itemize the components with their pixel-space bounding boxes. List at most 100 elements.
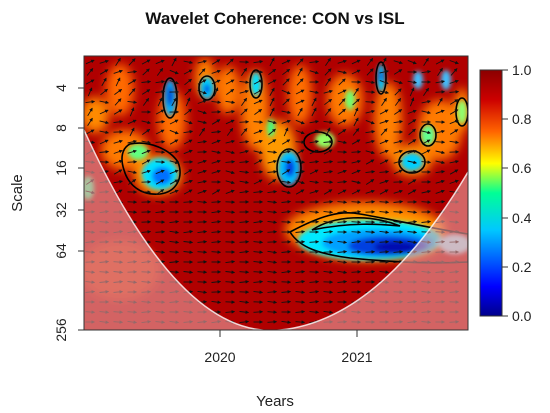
phase-arrow (225, 119, 235, 125)
phase-arrow (449, 90, 460, 94)
phase-arrow (169, 250, 180, 254)
phase-arrow (239, 220, 250, 224)
y-tick-label: 32 (53, 202, 69, 218)
phase-arrow (435, 59, 445, 65)
y-axis: 4 8 16 32 64 256 Scale (9, 84, 85, 342)
phase-arrow (253, 260, 264, 264)
phase-arrow (155, 140, 166, 144)
phase-arrow (197, 290, 208, 294)
phase-arrow (211, 59, 221, 65)
phase-arrow (127, 100, 138, 104)
phase-arrow (253, 129, 263, 135)
phase-arrow (199, 127, 205, 136)
phase-arrow (337, 280, 348, 284)
phase-arrow (115, 57, 121, 67)
phase-arrow (267, 290, 278, 294)
phase-arrow (211, 189, 221, 195)
phase-arrow (393, 189, 403, 194)
phase-arrow (225, 150, 235, 155)
phase-arrow (127, 70, 138, 74)
phase-arrow (423, 87, 429, 96)
phase-arrow (365, 150, 375, 155)
phase-arrow (197, 99, 207, 104)
phase-arrow (113, 179, 123, 184)
phase-arrow (239, 170, 250, 174)
phase-arrow (281, 250, 292, 254)
phase-arrow (85, 79, 95, 85)
phase-arrow (197, 90, 207, 95)
phase-arrow (253, 59, 264, 64)
phase-arrow (87, 117, 93, 127)
phase-arrow (435, 169, 445, 174)
phase-arrow (253, 150, 263, 155)
phase-arrow (239, 160, 250, 164)
phase-arrow (282, 68, 291, 76)
phase-arrow (128, 179, 137, 185)
phase-arrow (351, 180, 361, 185)
phase-arrow (337, 59, 347, 64)
phase-arrow (142, 129, 151, 135)
phase-arrow (351, 220, 362, 224)
phase-arrow (197, 179, 207, 184)
phase-arrow (309, 169, 319, 175)
phase-arrow (379, 200, 390, 204)
phase-arrow (267, 170, 278, 174)
phase-arrow (295, 310, 306, 314)
phase-arrow (267, 230, 278, 234)
phase-arrow (324, 68, 332, 76)
phase-arrow (309, 60, 320, 64)
phase-arrow (197, 250, 208, 254)
phase-arrow (337, 180, 348, 184)
phase-arrow (127, 119, 137, 125)
phase-arrow (323, 120, 334, 124)
phase-arrow (113, 159, 123, 164)
phase-arrow (281, 160, 292, 164)
phase-arrow (309, 160, 320, 164)
phase-arrow (351, 189, 361, 195)
phase-arrow (197, 230, 208, 234)
phase-arrow (183, 69, 193, 75)
phase-arrow (169, 80, 179, 85)
phase-arrow (393, 69, 403, 75)
phase-arrow (295, 180, 305, 185)
phase-arrow (225, 260, 236, 264)
phase-arrow (351, 270, 362, 274)
phase-arrow (393, 240, 404, 244)
phase-arrow (127, 149, 137, 154)
phase-arrow (157, 97, 163, 107)
phase-arrow (379, 250, 390, 254)
phase-arrow (337, 169, 347, 174)
phase-arrow (281, 290, 292, 294)
phase-arrow (156, 189, 165, 195)
phase-arrow (365, 129, 376, 134)
phase-arrow (380, 128, 388, 136)
y-tick-label: 8 (53, 124, 69, 132)
y-tick-label: 16 (53, 160, 69, 176)
phase-arrow (450, 68, 458, 76)
phase-arrow (267, 120, 277, 125)
phase-arrow (337, 210, 348, 214)
phase-arrow (309, 220, 320, 224)
phase-arrow (254, 109, 263, 115)
phase-arrow (268, 68, 277, 76)
phase-arrow (394, 109, 403, 115)
phase-arrow (421, 110, 431, 115)
phase-arrow (211, 159, 221, 164)
phase-arrow (87, 107, 93, 117)
phase-arrow (267, 320, 278, 324)
phase-arrow (352, 128, 360, 136)
phase-arrow (253, 280, 264, 284)
phase-arrow (309, 280, 320, 284)
colorbar-tick-label: 0.8 (512, 111, 532, 127)
phase-arrow (225, 280, 236, 284)
phase-arrow (379, 69, 389, 74)
phase-arrow (337, 250, 348, 254)
phase-arrow (127, 170, 137, 175)
phase-arrow (141, 120, 151, 125)
phase-arrow (323, 290, 334, 294)
phase-arrow (393, 230, 404, 234)
phase-arrow (408, 128, 416, 136)
phase-arrow (211, 230, 222, 234)
phase-arrow (337, 70, 347, 75)
